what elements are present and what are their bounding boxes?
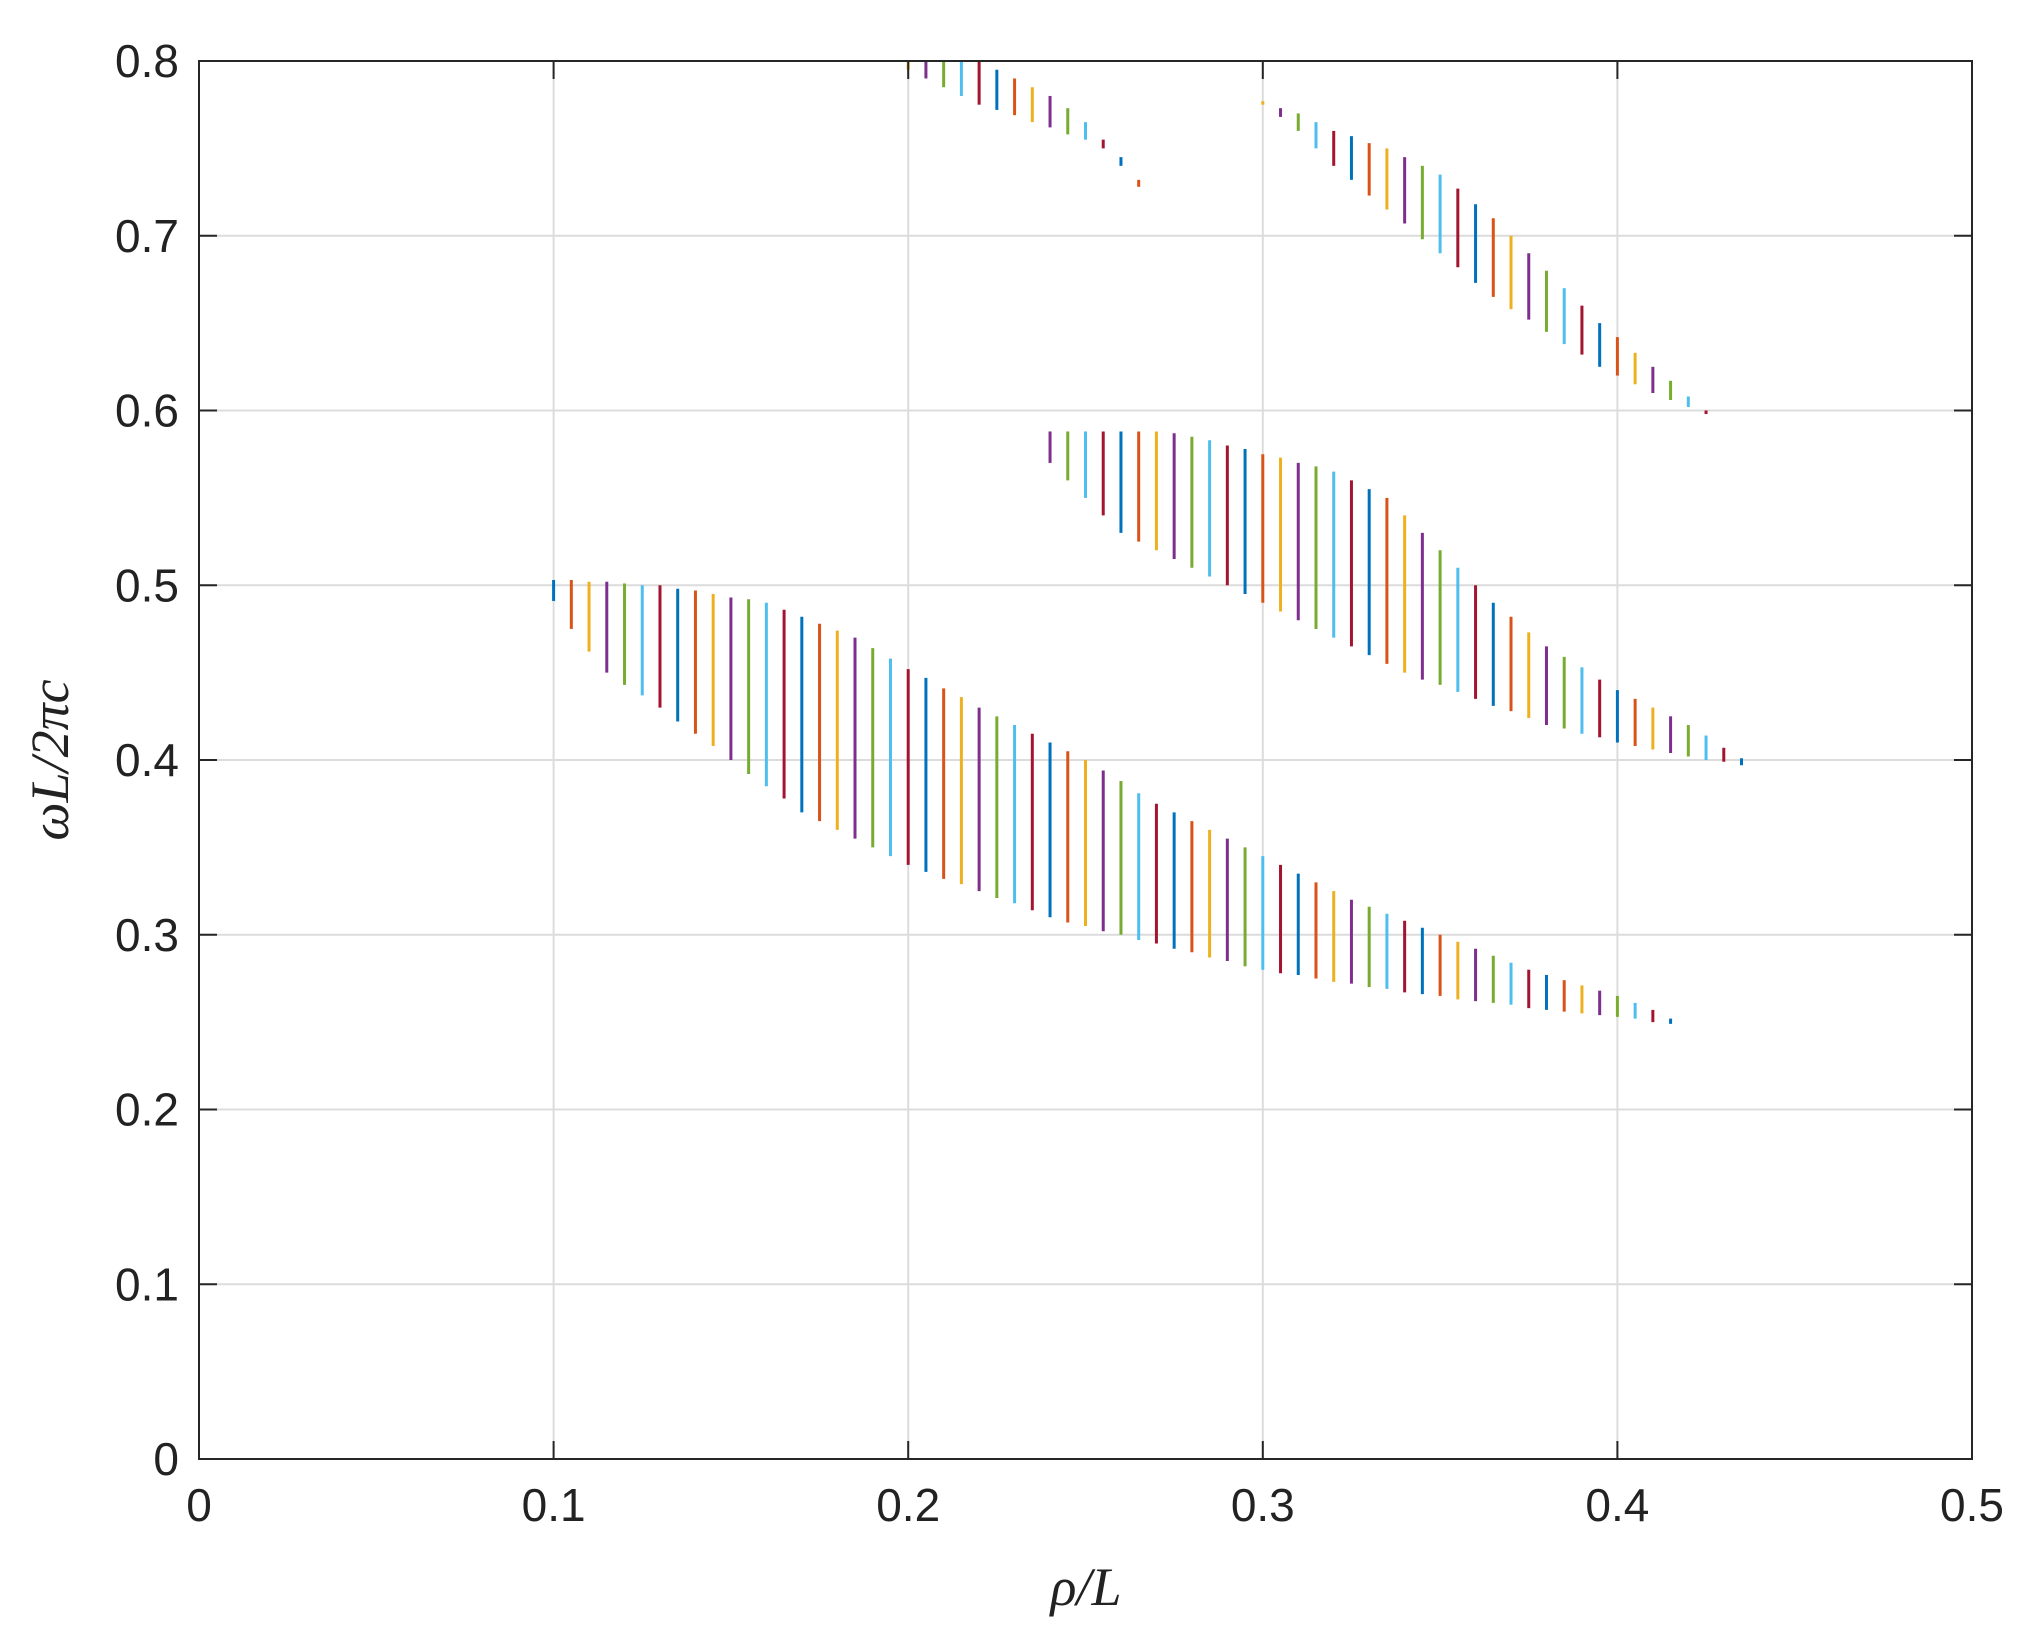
y-tick-label: 0.6: [115, 385, 179, 437]
y-tick-label: 0.4: [115, 734, 179, 786]
x-tick-label: 0.2: [876, 1479, 940, 1531]
y-axis-label: ωL/2πc: [20, 679, 80, 840]
y-tick-label: 0.2: [115, 1084, 179, 1136]
y-tick-label: 0.8: [115, 35, 179, 87]
x-tick-label: 0: [186, 1479, 212, 1531]
y-tick-label: 0.7: [115, 210, 179, 262]
y-tick-label: 0: [153, 1433, 179, 1485]
x-tick-label: 0.1: [522, 1479, 586, 1531]
x-tick-label: 0.4: [1585, 1479, 1649, 1531]
x-tick-label: 0.5: [1940, 1479, 2004, 1531]
y-tick-label: 0.5: [115, 559, 179, 611]
y-tick-label: 0.1: [115, 1258, 179, 1310]
x-tick-label: 0.3: [1231, 1479, 1295, 1531]
x-axis-label: ρ/L: [1049, 1557, 1122, 1617]
y-tick-label: 0.3: [115, 909, 179, 961]
